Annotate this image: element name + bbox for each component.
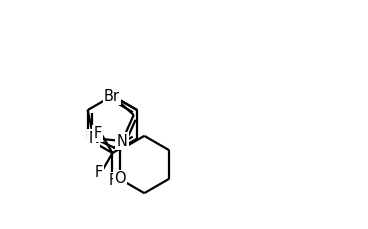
Text: F: F [108,173,117,188]
Text: F: F [93,126,102,141]
Text: N: N [117,134,127,149]
Text: F: F [94,165,103,180]
Text: O: O [114,171,125,186]
Text: N: N [88,131,99,146]
Text: Br: Br [104,89,120,104]
